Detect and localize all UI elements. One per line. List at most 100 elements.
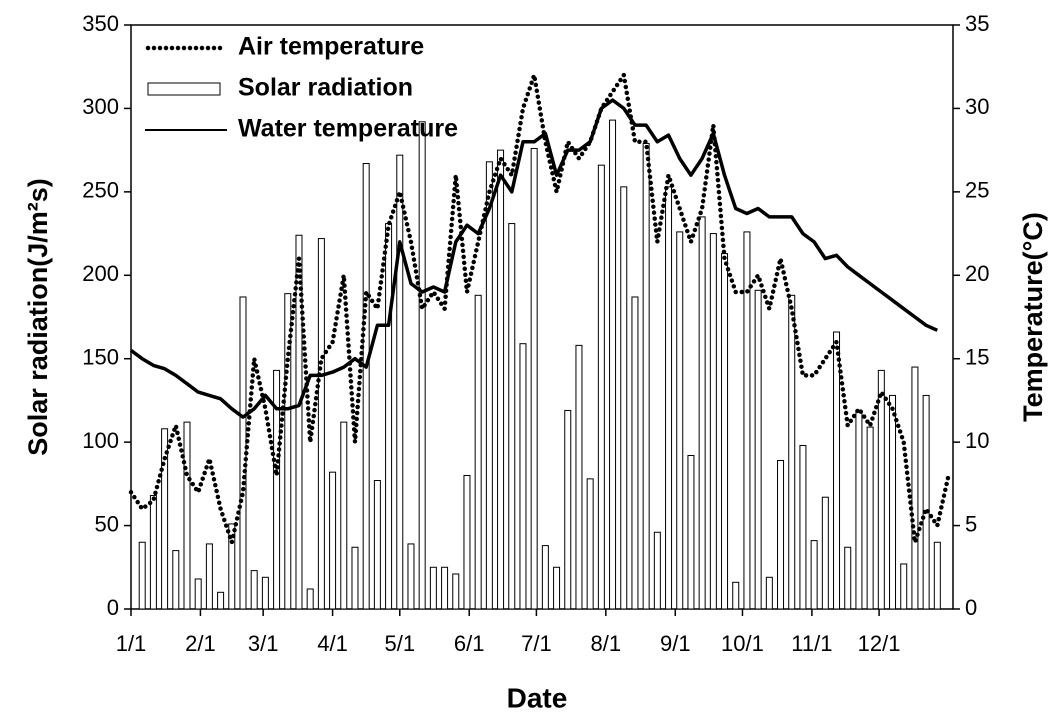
x-tick-label: 6/1 — [454, 631, 485, 656]
bar — [452, 573, 460, 610]
bar — [340, 421, 348, 610]
bar — [575, 344, 583, 610]
bar — [161, 428, 169, 610]
y2-axis-label: Temperature(°C) — [1018, 212, 1048, 422]
bar — [821, 496, 829, 610]
bar — [765, 576, 773, 610]
bar — [138, 541, 146, 610]
bar — [743, 231, 751, 610]
bar — [709, 233, 717, 610]
bar — [564, 409, 572, 610]
bar — [541, 545, 549, 610]
bar — [441, 566, 449, 610]
bar — [261, 576, 269, 610]
bar — [295, 234, 303, 610]
bar — [284, 293, 292, 610]
bar — [732, 581, 740, 610]
bar — [217, 591, 225, 610]
x-tick-label: 4/1 — [317, 631, 348, 656]
bar — [788, 294, 796, 610]
bar — [530, 147, 538, 610]
y2-tick-label: 15 — [965, 345, 989, 370]
x-axis-label: Date — [507, 682, 568, 713]
y2-tick-label: 10 — [965, 428, 989, 453]
bar — [508, 223, 516, 610]
bar — [183, 421, 191, 610]
bar — [900, 563, 908, 610]
legend-swatch — [147, 82, 221, 96]
bar — [396, 154, 404, 610]
bar — [653, 531, 661, 610]
bar — [519, 343, 527, 610]
bar — [351, 546, 359, 610]
bar — [463, 475, 471, 610]
bar — [833, 331, 841, 610]
bar — [754, 289, 762, 610]
x-tick-label: 5/1 — [384, 631, 415, 656]
y-tick-label: 100 — [82, 428, 119, 453]
bar — [329, 471, 337, 610]
line — [129, 98, 939, 419]
y2-tick-label: 0 — [965, 595, 977, 620]
bar — [497, 149, 505, 610]
y-tick-label: 0 — [107, 595, 119, 620]
legend-label: Solar radiation — [238, 74, 413, 102]
bar — [721, 253, 729, 610]
bar — [250, 570, 258, 610]
y2-tick-label: 30 — [965, 94, 989, 119]
bar — [362, 162, 370, 610]
bar — [172, 550, 180, 610]
bar — [385, 223, 393, 610]
bar — [205, 543, 213, 610]
bar — [553, 566, 561, 610]
y-tick-label: 50 — [95, 511, 119, 536]
bar — [149, 495, 157, 610]
y2-tick-label: 25 — [965, 178, 989, 203]
bar — [889, 394, 897, 610]
bar — [273, 369, 281, 610]
bar — [418, 121, 426, 610]
bar — [306, 588, 314, 610]
bar — [407, 543, 415, 610]
bar — [317, 238, 325, 610]
x-tick-label: 7/1 — [521, 631, 552, 656]
x-tick-label: 2/1 — [185, 631, 216, 656]
bar — [474, 294, 482, 610]
bar — [922, 394, 930, 610]
bar — [609, 119, 617, 610]
bar — [620, 186, 628, 610]
bar — [698, 216, 706, 610]
bar — [844, 546, 852, 610]
x-tick-label: 3/1 — [248, 631, 279, 656]
x-tick-label: 8/1 — [591, 631, 622, 656]
y2-tick-label: 20 — [965, 261, 989, 286]
y-tick-label: 300 — [82, 94, 119, 119]
dotted-line — [128, 72, 951, 545]
x-tick-label: 10/1 — [721, 631, 764, 656]
bar — [642, 142, 650, 610]
legend-label: Air temperature — [238, 33, 424, 61]
y-tick-label: 250 — [82, 178, 119, 203]
legend-label: Water temperature — [238, 115, 458, 143]
x-tick-label: 1/1 — [116, 631, 147, 656]
bar — [631, 296, 639, 610]
x-tick-label: 11/1 — [791, 631, 832, 656]
bar — [933, 541, 941, 610]
x-tick-label: 12/1 — [858, 631, 901, 656]
bar — [586, 478, 594, 610]
bar — [866, 426, 874, 610]
y-axis-label: Solar radiation(J/m²s) — [23, 178, 53, 456]
bar — [228, 523, 236, 610]
bar — [855, 411, 863, 610]
bar — [877, 369, 885, 610]
bar — [373, 480, 381, 610]
y-tick-label: 200 — [82, 261, 119, 286]
bar — [429, 566, 437, 610]
y2-tick-label: 5 — [965, 511, 977, 536]
y2-tick-label: 35 — [965, 11, 989, 36]
bar — [485, 161, 493, 610]
bar — [777, 459, 785, 610]
bar — [597, 164, 605, 610]
